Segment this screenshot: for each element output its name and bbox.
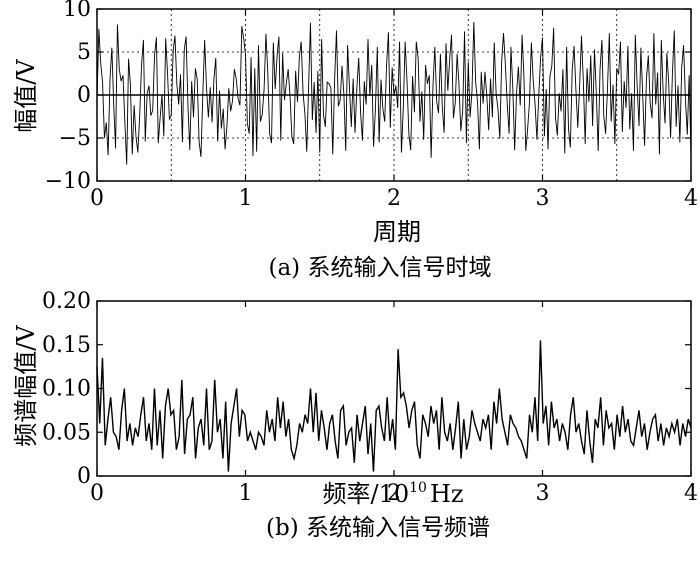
time-domain-xtick-label: 0: [90, 186, 104, 211]
time-domain-ylabel: 幅值/V: [12, 59, 40, 133]
spectrum-ytick-label: 0: [77, 464, 91, 489]
spectrum-panel: 0 1 2 3 40.200.150.100.050 频率/1010 Hz 频谱幅值/V …: [12, 289, 698, 541]
spectrum-ytick-label: 0.10: [42, 377, 91, 402]
time-domain-xlabel: 周期: [373, 218, 421, 246]
time-domain-ytick-label: −10: [45, 169, 91, 194]
spectrum-plot-frame: [96, 300, 692, 477]
time-domain-xtick-label: 4: [684, 186, 698, 211]
time-domain-signal-line: [96, 21, 692, 165]
spectrum-ylabel: 频谱幅值/V: [12, 325, 40, 447]
spectrum-xtick-label: 4: [684, 481, 698, 506]
time-domain-ticks: 0 1 2 3 4 10 5 0 −5 −10: [45, 0, 698, 211]
time-domain-xtick-label: 2: [387, 186, 401, 211]
spectrum-xtick-label: 2: [387, 481, 401, 506]
time-domain-panel: 0 1 2 3 4 10 5 0 −5 −10 周期 幅值/V (a) 系统输入信号时域: [12, 0, 698, 281]
time-domain-xtick-label: 3: [536, 186, 550, 211]
spectrum-caption: (b) 系统输入信号频谱: [266, 515, 490, 541]
time-domain-ytick-label: 0: [77, 83, 91, 108]
spectrum-ytick-label: 0.20: [42, 289, 91, 314]
time-domain-ytick-label: 10: [63, 0, 91, 22]
spectrum-ytick-label: 0.05: [42, 420, 91, 445]
spectrum-xlabel-text: 频率/10: [322, 480, 409, 508]
spectrum-ticks: 0 1 2 3 4 0.20 0.15 0.10 0.05 0: [42, 289, 698, 506]
spectrum-line: [96, 340, 692, 472]
spectrum-ytick-label: 0.15: [42, 333, 91, 358]
spectrum-xlabel-unit: Hz: [430, 480, 464, 508]
time-domain-xtick-label: 1: [239, 186, 253, 211]
spectrum-xlabel: 频率/1010 Hz: [322, 480, 463, 508]
spectrum-xtick-label: 3: [536, 481, 550, 506]
spectrum-xtick-label: 1: [239, 481, 253, 506]
spectrum-xtick-label: 0: [90, 481, 104, 506]
time-domain-ytick-label: 5: [77, 40, 91, 65]
time-domain-ytick-label: −5: [59, 126, 91, 151]
time-domain-caption: (a) 系统输入信号时域: [269, 255, 492, 281]
spectrum-xlabel-exponent: 10: [409, 480, 427, 496]
